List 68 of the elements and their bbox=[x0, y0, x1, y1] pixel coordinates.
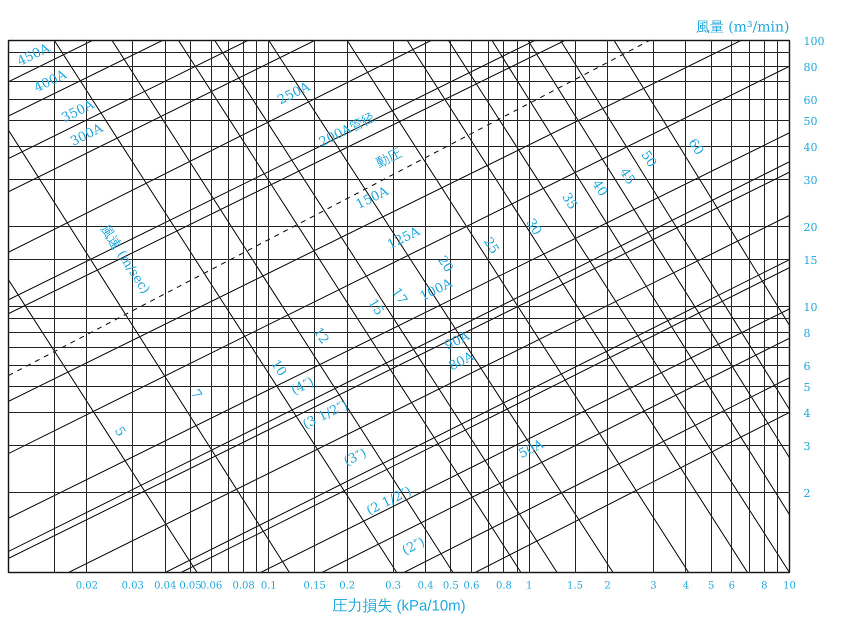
y-tick-label: 60 bbox=[804, 94, 818, 108]
y-tick-label: 5 bbox=[804, 381, 810, 394]
annotation: 60 bbox=[684, 136, 706, 158]
annotation: 動圧 bbox=[374, 146, 404, 172]
y-tick-label: 10 bbox=[804, 301, 818, 314]
x-tick-label: 1.5 bbox=[567, 580, 583, 592]
annotation: 50 bbox=[638, 148, 660, 170]
annotation: 7 bbox=[187, 387, 204, 402]
x-axis-title: 圧力損失 (kPa/10m) bbox=[332, 598, 466, 614]
y-tick-label: 6 bbox=[804, 360, 810, 374]
annotation: 20 bbox=[434, 253, 456, 276]
annotation: 400A bbox=[32, 67, 70, 96]
y-tick-label: 40 bbox=[804, 140, 818, 154]
y-tick-label: 3 bbox=[804, 440, 810, 454]
annotation: 12 bbox=[310, 325, 332, 348]
x-tick-label: 0.5 bbox=[442, 580, 459, 592]
annotation: 50A bbox=[516, 436, 547, 462]
annotation: 25 bbox=[480, 235, 502, 258]
y-tick-label: 100 bbox=[804, 35, 824, 48]
x-tick-label: 0.15 bbox=[304, 580, 326, 592]
x-tick-label: 4 bbox=[682, 580, 690, 592]
annotation: 40 bbox=[588, 177, 610, 200]
annotation: 5 bbox=[110, 424, 128, 440]
x-tick-label: 0.08 bbox=[232, 580, 255, 592]
annotation: (3″) bbox=[342, 446, 370, 470]
y-tick-label: 30 bbox=[804, 174, 818, 188]
x-tick-label: 0.4 bbox=[418, 580, 434, 592]
x-tick-label: 3 bbox=[650, 580, 657, 592]
annotation: 100A bbox=[418, 276, 456, 305]
x-tick-label: 6 bbox=[728, 580, 735, 592]
annotation: (4″) bbox=[289, 374, 317, 398]
x-tick-label: 0.03 bbox=[122, 580, 144, 592]
annotation: 17 bbox=[388, 285, 410, 308]
annotation: (2 1/2″) bbox=[364, 484, 414, 519]
y-tick-label: 80 bbox=[804, 60, 818, 74]
annotation: 250A bbox=[275, 79, 314, 108]
y-tick-label: 2 bbox=[804, 486, 810, 500]
annotation: 15 bbox=[364, 296, 386, 318]
annotation: 125A bbox=[385, 224, 424, 253]
x-tick-label: 0.1 bbox=[260, 580, 277, 592]
y-tick-label: 8 bbox=[804, 326, 810, 340]
annotation: 35 bbox=[558, 190, 580, 212]
y-tick-label: 20 bbox=[804, 220, 818, 234]
annotation: (3 1/2″) bbox=[300, 398, 350, 433]
x-tick-label: 10 bbox=[783, 580, 796, 592]
y-tick-label: 50 bbox=[804, 115, 818, 128]
x-tick-label: 0.06 bbox=[200, 580, 222, 592]
x-tick-label: 0.05 bbox=[179, 580, 202, 592]
x-tick-label: 0.02 bbox=[76, 580, 98, 592]
annotation: 150A bbox=[354, 184, 392, 213]
annotation: 450A bbox=[15, 40, 53, 70]
x-tick-label: 0.04 bbox=[154, 580, 176, 592]
y-tick-label: 15 bbox=[804, 254, 818, 268]
x-tick-label: 0.3 bbox=[385, 580, 401, 592]
annotation: 45 bbox=[616, 166, 638, 188]
annotation: 30 bbox=[522, 216, 544, 238]
x-tick-label: 1 bbox=[526, 580, 532, 592]
annotation: (2″) bbox=[400, 534, 428, 559]
x-tick-label: 0.8 bbox=[496, 580, 512, 592]
y-axis-title: 風量 (m³/min) bbox=[696, 20, 790, 36]
annotation: 300A bbox=[68, 120, 106, 150]
x-tick-label: 5 bbox=[708, 580, 714, 592]
x-tick-label: 2 bbox=[604, 580, 611, 592]
y-tick-label: 4 bbox=[804, 406, 810, 420]
annotation: 10 bbox=[268, 357, 290, 380]
x-tick-label: 0.2 bbox=[339, 580, 356, 592]
x-tick-label: 0.6 bbox=[463, 580, 480, 592]
x-tick-label: 8 bbox=[761, 580, 768, 592]
